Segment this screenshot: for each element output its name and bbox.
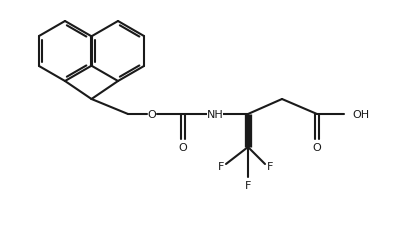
- Text: NH: NH: [206, 109, 223, 119]
- Text: F: F: [217, 161, 224, 171]
- Text: O: O: [147, 109, 156, 119]
- Text: O: O: [312, 142, 320, 152]
- Text: F: F: [266, 161, 273, 171]
- Text: F: F: [244, 180, 251, 190]
- Text: OH: OH: [351, 109, 368, 119]
- Text: O: O: [178, 142, 187, 152]
